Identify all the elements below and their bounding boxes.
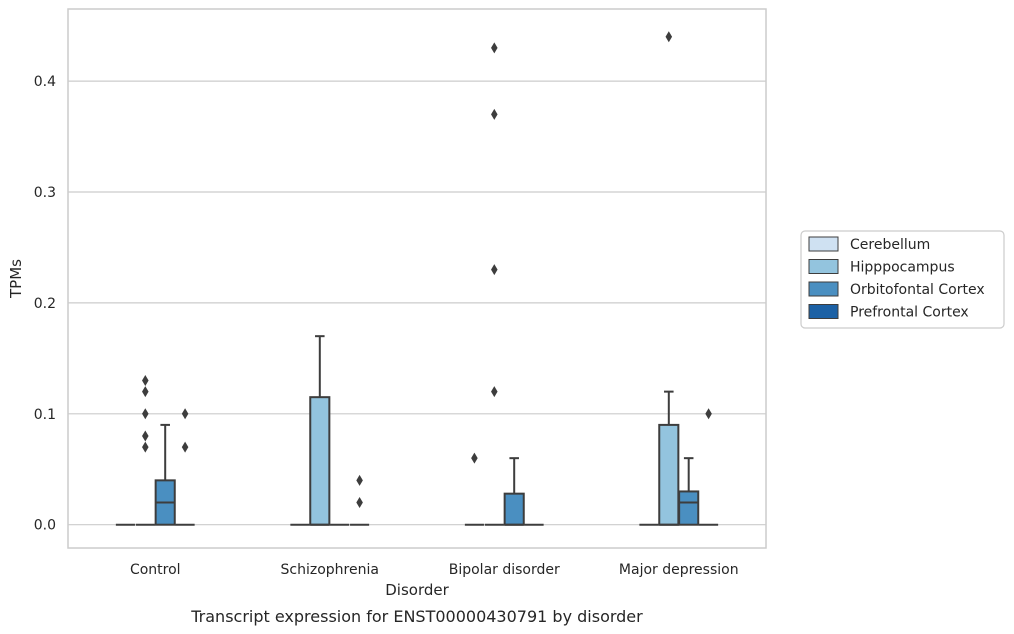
box-body — [658, 423, 680, 526]
legend-swatch — [808, 281, 839, 297]
outlier-point — [491, 386, 498, 398]
outlier-point — [665, 31, 673, 43]
y-axis-label: TPMs — [7, 259, 25, 299]
y-tick-label: 0.3 — [34, 185, 56, 201]
box-orbitofontal-cortex — [154, 423, 176, 526]
outlier-point — [356, 497, 363, 509]
legend-swatch — [808, 259, 839, 274]
outlier-point — [142, 386, 149, 398]
box-hipppocampus — [658, 31, 680, 526]
plot-frame — [67, 8, 767, 549]
y-tick-label: 0.4 — [34, 74, 56, 90]
box-body — [309, 396, 331, 526]
legend-swatch — [808, 236, 839, 252]
box-orbitofontal-cortex — [503, 457, 525, 526]
outlier-point — [471, 452, 478, 464]
box-orbitofontal-cortex — [678, 457, 700, 526]
y-axis-ticks: 0.0 0.1 0.2 0.3 0.4 — [34, 74, 56, 534]
outlier-point — [491, 108, 498, 120]
x-axis-label: Disorder — [385, 581, 449, 599]
outlier-point — [142, 430, 149, 442]
outlier-point — [491, 42, 498, 54]
box-prefrontal-cortex — [699, 408, 719, 526]
outlier-point — [491, 264, 498, 276]
box-hipppocampus — [135, 375, 155, 526]
box-hipppocampus — [484, 42, 504, 526]
x-tick-label: Bipolar disorder — [449, 562, 560, 578]
legend-box — [800, 230, 1005, 329]
x-tick-label: Control — [130, 562, 181, 578]
outlier-point — [356, 474, 363, 486]
y-tick-label: 0.2 — [34, 296, 56, 312]
x-tick-label: Major depression — [619, 562, 739, 578]
legend-label: Prefrontal Cortex — [850, 305, 969, 321]
x-tick-label: Schizophrenia — [281, 562, 379, 578]
outlier-point — [142, 408, 149, 420]
legend: Cerebellum Hipppocampus Orbitofontal Corte… — [800, 230, 1005, 329]
legend-label: Orbitofontal Cortex — [850, 282, 985, 298]
outlier-point — [705, 408, 712, 420]
outlier-point — [181, 441, 189, 453]
outlier-point — [142, 441, 149, 453]
legend-label: Cerebellum — [850, 237, 930, 253]
box-prefrontal-cortex — [350, 474, 370, 526]
box-cerebellum — [464, 452, 484, 526]
legend-label: Hipppocampus — [850, 260, 955, 276]
box-body — [678, 490, 700, 526]
y-tick-label: 0.0 — [34, 518, 56, 534]
y-tick-label: 0.1 — [34, 407, 56, 423]
box-prefrontal-cortex — [175, 408, 195, 526]
box-body — [503, 492, 525, 526]
outlier-point — [142, 375, 149, 387]
legend-swatch — [808, 304, 839, 319]
x-axis-ticks: Control Schizophrenia Bipolar disorder Majo… — [130, 562, 739, 578]
box-hipppocampus — [309, 335, 331, 526]
outlier-point — [181, 408, 189, 420]
chart-caption: Transcript expression for ENST0000043079… — [190, 607, 643, 626]
box-groups — [115, 31, 719, 526]
